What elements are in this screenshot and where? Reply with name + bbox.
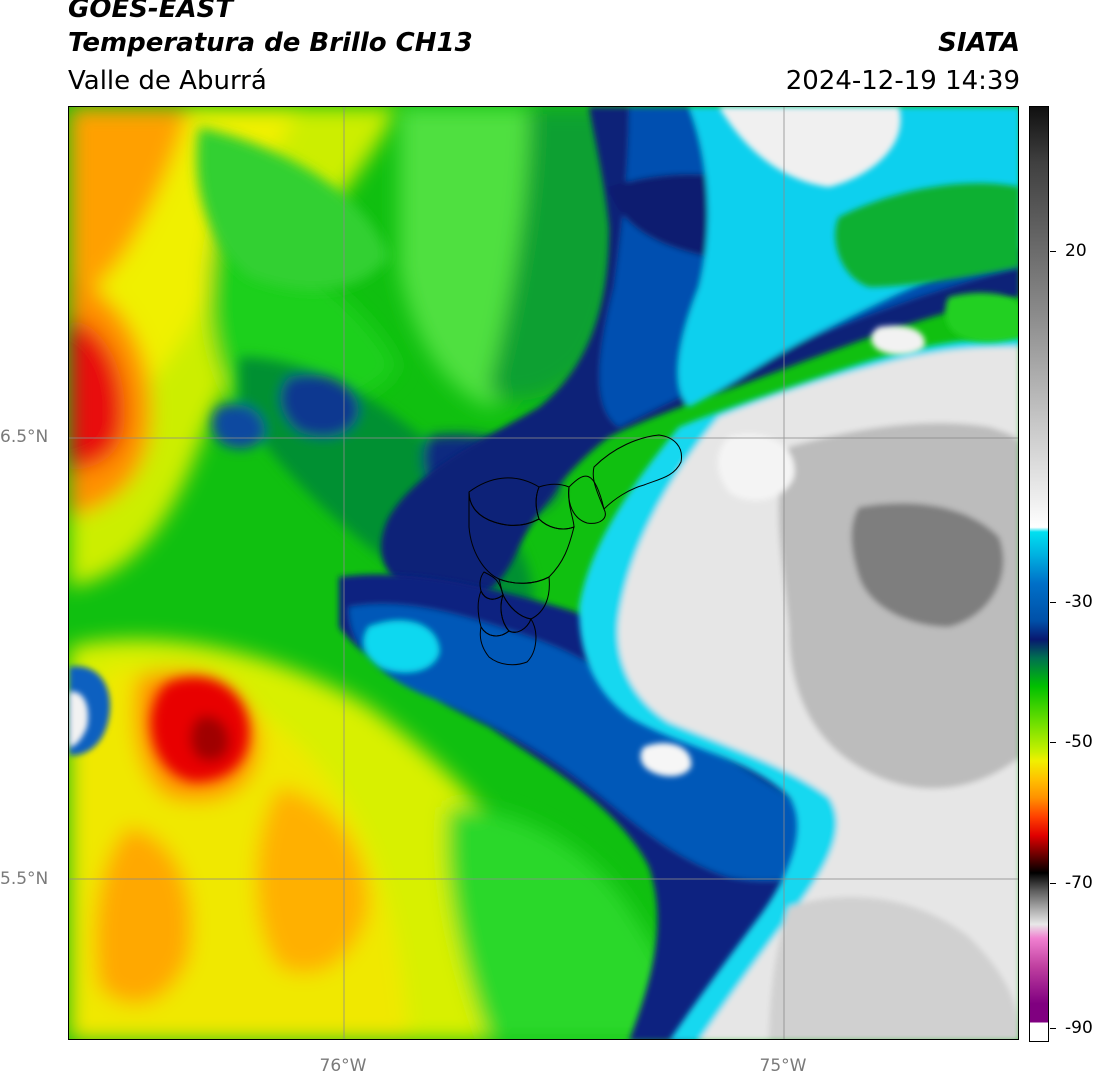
boundary-girardota — [568, 475, 606, 524]
colorbar-tick-mark — [1050, 602, 1056, 604]
municipal-boundaries — [468, 434, 683, 666]
green-lobe-ne — [835, 183, 1018, 343]
colorbar-tick-label: 20 — [1065, 241, 1087, 262]
gridlines — [69, 107, 1018, 1039]
lon-label-76w: 76°W — [319, 1056, 367, 1076]
light-patch-ne — [717, 434, 795, 501]
boundary-caldas — [479, 617, 537, 666]
orange-nw — [69, 107, 189, 307]
product-title: Temperatura de Brillo CH13 — [68, 28, 473, 58]
temperature-colorbar — [1029, 106, 1049, 1042]
orange-sw-1 — [256, 787, 369, 974]
colorbar-tick-label: -30 — [1065, 592, 1093, 613]
lat-label-6-5: 6.5°N — [0, 427, 49, 447]
map-panel[interactable] — [68, 106, 1019, 1040]
blue-south — [349, 604, 849, 881]
orange-sw-2 — [95, 827, 192, 1004]
green-shade-nc — [196, 127, 389, 291]
agency-label: SIATA — [938, 28, 1020, 58]
white-patch-w — [69, 691, 89, 747]
lat-label-5-5: 5.5°N — [0, 869, 49, 889]
red-w — [69, 317, 125, 472]
white-patches — [69, 325, 925, 777]
blue-cell-2 — [211, 404, 265, 449]
datetime-label: 2024-12-19 14:39 — [785, 66, 1020, 96]
colorbar-tick-label: -90 — [1065, 1017, 1093, 1038]
colorbar-tick-mark — [1050, 1027, 1056, 1029]
region-subtitle: Valle de Aburrá — [68, 66, 267, 96]
brightness-temperature-map — [69, 107, 1018, 1039]
colorbar-tick-label: -50 — [1065, 732, 1093, 753]
dark-green-ne — [489, 107, 629, 401]
white-patch-s — [640, 743, 692, 777]
gray-field-east — [579, 107, 1018, 1039]
white-patch-nne — [719, 107, 901, 187]
green-patch-s — [447, 807, 682, 1039]
white-patch-e1 — [871, 325, 925, 355]
lon-label-75w: 75°W — [759, 1056, 807, 1076]
gray-s — [769, 897, 1018, 1039]
satellite-title: GOES-EAST — [68, 0, 234, 24]
north-field — [399, 107, 633, 407]
colorbar-tick-label: -70 — [1065, 872, 1093, 893]
dark-gray-e — [851, 503, 1004, 627]
blue-cell-1 — [280, 374, 359, 437]
boundary-barbosa — [592, 434, 683, 510]
cyan-blob-s — [364, 621, 439, 672]
boundary-medellin — [468, 491, 575, 584]
colorbar-tick-mark — [1050, 882, 1056, 884]
colorbar-tick-mark — [1050, 742, 1056, 744]
red-cell — [150, 677, 250, 782]
colorbar-tick-mark — [1050, 251, 1056, 253]
